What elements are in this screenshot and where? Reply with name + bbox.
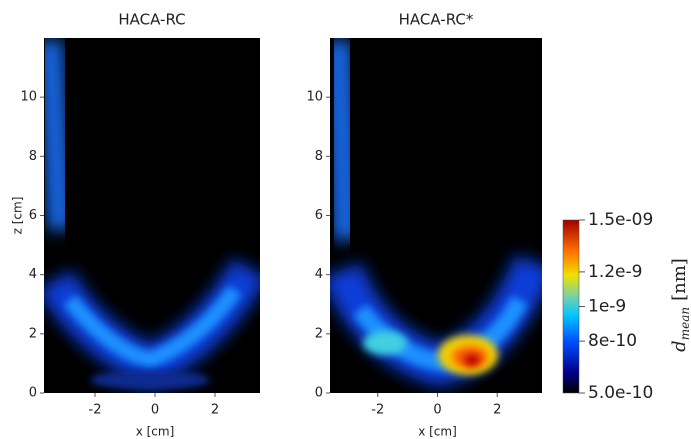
x-axis-label: x [cm]: [418, 425, 457, 439]
y-tick-label: 2: [29, 326, 37, 341]
colorbar-subscript: mean: [678, 307, 691, 340]
x-axis-label: x [cm]: [136, 425, 175, 439]
colorbar-unit: [nm]: [669, 258, 690, 301]
y-tick-label: 4: [315, 267, 323, 282]
y-tick-label: 6: [315, 208, 323, 223]
x-tick-label: -2: [371, 403, 384, 418]
colorbar: [562, 219, 580, 394]
y-tick-label: 4: [29, 267, 37, 282]
x-tick-label: 2: [211, 403, 219, 418]
colorbar-tick-label: 5.0e-10: [588, 383, 653, 403]
colorbar-tick-label: 8e-10: [588, 331, 637, 351]
chart-title: HACA-RC: [118, 11, 185, 29]
x-tick-label: -2: [89, 403, 102, 418]
chart-title: HACA-RC*: [399, 11, 474, 29]
y-tick-label: 0: [29, 386, 37, 401]
colorbar-label: dmean [nm]: [669, 258, 691, 352]
x-tick-label: 0: [433, 403, 441, 418]
y-axis-label: z [cm]: [11, 197, 25, 235]
y-tick-label: 10: [306, 90, 323, 105]
x-tick-label: 0: [151, 403, 159, 418]
y-tick-label: 10: [20, 90, 37, 105]
colorbar-symbol: d: [669, 340, 690, 352]
y-tick-label: 0: [315, 386, 323, 401]
colorbar-tick-label: 1.2e-9: [588, 262, 642, 282]
y-tick-label: 8: [315, 149, 323, 164]
field-image: [44, 38, 260, 393]
colorbar-tick-label: 1.5e-09: [588, 210, 653, 230]
colorbar-tick-label: 1e-9: [588, 297, 626, 317]
y-tick-label: 6: [29, 208, 37, 223]
y-tick-label: 2: [315, 326, 323, 341]
y-tick-label: 8: [29, 149, 37, 164]
field-image: [330, 38, 542, 393]
x-tick-label: 2: [493, 403, 501, 418]
